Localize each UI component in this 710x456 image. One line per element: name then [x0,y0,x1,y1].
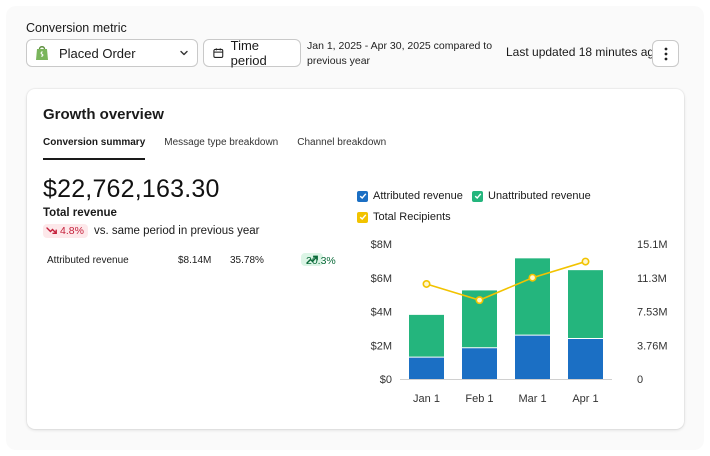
y-axis-tick-right: 0 [637,374,643,386]
revenue-change-row: 4.8% vs. same period in previous year [43,224,260,238]
bar-unattributed-revenue [409,314,444,358]
card-title: Growth overview [43,106,164,123]
bar-attributed-revenue [515,335,550,379]
time-period-label: Time period [230,38,267,68]
recipients-point [475,296,484,305]
change-description: vs. same period in previous year [93,225,260,237]
attributed-revenue-label: Attributed revenue [47,255,129,266]
chevron-down-icon [180,50,188,56]
bar-unattributed-revenue [515,258,550,336]
time-period-button[interactable]: Time period [203,38,301,68]
tab-bar: Conversion summary Message type breakdow… [43,137,405,160]
recipients-point [422,279,431,288]
recipients-line [426,260,586,301]
negative-change-badge: 4.8% [43,224,88,238]
legend-label: Unattributed revenue [488,190,591,202]
bar-attributed-revenue [462,347,497,379]
x-axis-tick-label: Mar 1 [518,393,546,405]
calendar-icon [213,48,224,58]
x-axis-tick-label: Apr 1 [572,393,598,405]
x-axis-tick-label: Jan 1 [413,393,440,405]
attributed-growth-percent: 20.3% [306,255,336,267]
revenue-chart: $0 0 $2M 3.76M $4M 7.53M $6M 11.3M $8M 15.1M Jan 1… [371,239,668,405]
bar-attributed-revenue [409,357,444,379]
total-revenue-value: $22,762,163.30 [43,175,220,203]
attributed-revenue-amount: $8.14M [178,255,212,266]
trend-down-icon [46,227,57,234]
y-axis-tick-right: 11.3M [637,273,667,285]
legend-item-unattributed[interactable]: Unattributed revenue [472,190,591,202]
checkbox-checked-icon [357,190,368,202]
y-axis-tick-right: 15.1M [637,239,668,251]
recipients-point [581,257,590,266]
legend-item-attributed[interactable]: Attributed revenue [357,190,463,202]
y-axis-tick-left: $2M [371,340,392,352]
tab-message-type-breakdown[interactable]: Message type breakdown [164,137,279,148]
total-revenue-label: Total revenue [43,207,117,219]
conversion-metric-value: Placed Order [59,45,136,61]
y-axis-tick-right: 7.53M [637,307,668,319]
y-axis-tick-left: $4M [371,307,392,319]
checkbox-checked-icon [472,190,483,202]
y-axis-tick-left: $6M [371,273,392,285]
checkbox-checked-icon [357,211,368,223]
x-axis-tick-label: Feb 1 [465,393,493,405]
conversion-metric-select[interactable]: Placed Order [26,39,198,67]
legend-label: Attributed revenue [373,190,463,202]
last-updated-text: Last updated 18 minutes ago [506,45,661,59]
y-axis-tick-right: 3.76M [637,340,668,352]
attributed-revenue-share: 35.78% [230,255,264,266]
positive-growth-badge: 20.3% [301,253,336,267]
bar-unattributed-revenue [568,270,603,339]
y-axis-tick-left: $8M [371,239,392,251]
kebab-menu-icon [664,47,667,60]
legend-label: Total Recipients [373,211,451,223]
legend-item-recipients[interactable]: Total Recipients [357,211,451,223]
change-percent: 4.8% [60,225,84,237]
trend-up-icon [306,255,318,264]
growth-overview-card: Growth overview Conversion summary Messa… [27,89,684,429]
recipients-point [528,273,537,282]
date-range-text: Jan 1, 2025 - Apr 30, 2025 compared to p… [307,40,493,67]
shopify-bag-icon [36,46,48,60]
tab-conversion-summary[interactable]: Conversion summary [43,137,146,160]
tab-channel-breakdown[interactable]: Channel breakdown [297,137,387,148]
y-axis-tick-left: $0 [380,374,392,386]
more-options-button[interactable] [652,40,679,67]
bar-attributed-revenue [568,338,603,379]
conversion-metric-label: Conversion metric [26,21,127,35]
attributed-revenue-row: Attributed revenue $8.14M 35.78% 20.3% [47,253,347,271]
